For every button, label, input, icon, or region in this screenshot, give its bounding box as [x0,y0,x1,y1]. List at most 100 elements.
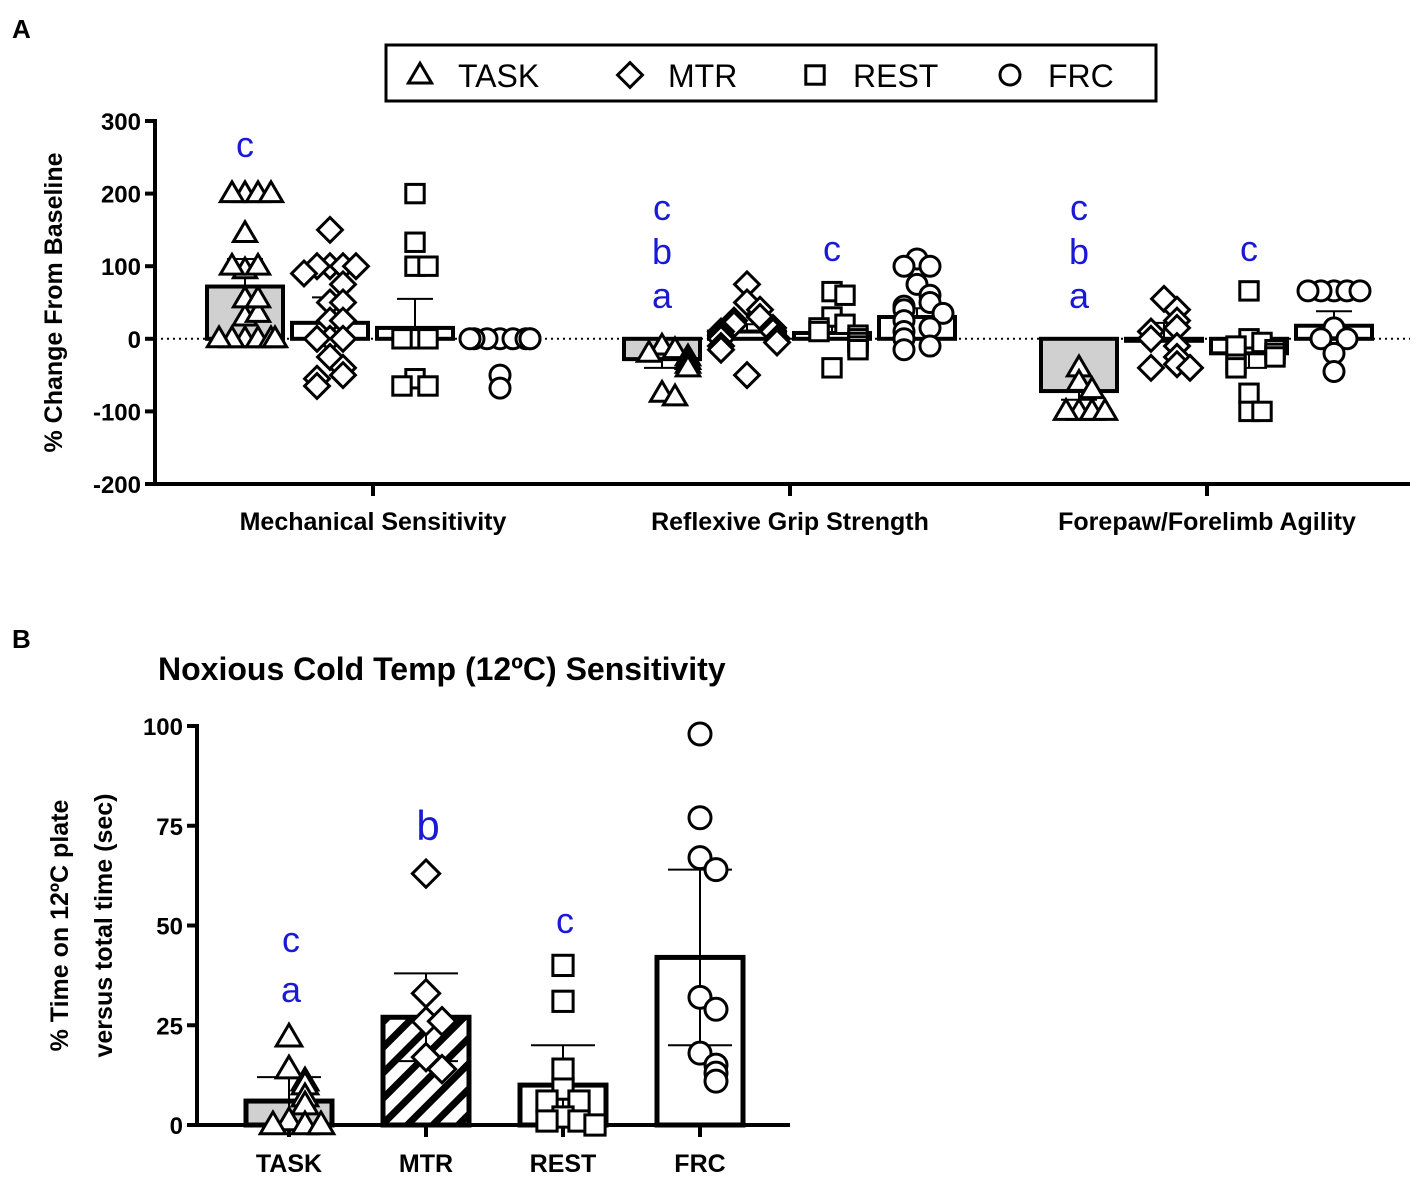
data-point [417,375,439,397]
data-point [391,375,413,397]
category-label: REST [530,1150,597,1178]
data-point [273,1021,305,1048]
data-point [417,255,439,277]
legend-triangle-icon [405,60,435,85]
data-point [821,357,843,379]
data-point [1064,367,1094,392]
data-point [302,371,332,401]
data-point [341,251,371,281]
data-point [243,284,273,309]
data-point [660,334,690,360]
data-point [417,328,439,350]
data-point [1309,327,1333,351]
y-tick-label: 200 [101,182,141,209]
data-point [1051,396,1081,421]
data-point [931,301,955,325]
data-point [410,857,442,890]
legend-diamond-icon [615,60,645,90]
y-tick-label: 50 [156,914,183,941]
data-point [551,989,575,1013]
data-point [1225,357,1247,379]
legend-frame [384,43,1158,103]
data-point [834,284,856,306]
panel-a-plot: -200 -100 0 100 200 300 % Change From Baseline… [40,109,1410,536]
significance-letter: c [236,124,254,165]
category-label: FRC [674,1150,725,1178]
y-axis-label-line2: versus total time (sec) [90,794,118,1058]
data-point [328,360,358,390]
category-label: MTR [399,1150,453,1178]
y-axis-label-line1: % Time on 12ºC plate [46,800,74,1052]
y-tick-label: -100 [93,399,141,426]
data-point [687,805,713,831]
legend-label: MTR [668,58,737,94]
data-point [732,360,762,390]
data-point [257,1109,289,1136]
data-point [703,857,729,883]
data-point [892,338,916,362]
data-point [260,324,290,349]
data-point [732,287,762,318]
significance-letter: c [1240,228,1258,269]
y-axis-label: % Change From Baseline [40,152,68,452]
y-tick-label: 100 [143,714,183,741]
data-point [1175,353,1205,383]
category-label: Forepaw/Forelimb Agility [1058,508,1356,536]
data-point [1225,335,1247,357]
data-point [302,324,332,354]
panel-b-plot: 0 25 50 75 100 % Time on 12ºC plate versus tot… [46,714,790,1178]
significance-letter: a [281,969,302,1010]
data-point [404,182,426,205]
legend-label: FRC [1048,58,1114,94]
data-point [1296,279,1320,303]
legend-circle-icon [998,63,1022,87]
significance-letter: c [282,919,300,960]
y-tick-label: 300 [101,109,141,136]
panel-a-label: A [12,14,31,44]
legend-label: TASK [458,58,539,94]
significance-letter: b [1069,231,1089,272]
data-point [204,324,234,349]
data-point [404,231,426,253]
data-point [1335,327,1359,351]
data-point [1136,353,1166,383]
data-point [305,1109,337,1136]
data-point [703,1068,729,1094]
data-point [315,215,345,245]
y-tick-label: 0 [170,1113,183,1140]
data-point [230,218,260,244]
legend: TASK MTR REST FRC [384,43,1158,103]
data-point [551,953,575,978]
data-point [1238,382,1260,404]
data-point [706,335,736,365]
legend-square-icon [804,64,826,86]
data-point [1322,359,1346,383]
significance-letter: b [652,231,672,272]
data-point [426,1005,458,1038]
category-label: TASK [256,1150,322,1178]
data-point [289,258,319,288]
y-tick-label: 25 [156,1013,183,1040]
significance-letter: c [556,900,574,941]
data-point [1090,396,1120,421]
data-point [1238,280,1260,302]
data-point [217,178,247,204]
data-point [808,320,830,343]
data-point [583,1113,607,1137]
data-point [687,721,713,747]
y-tick-label: -200 [93,472,141,499]
data-point [273,1053,305,1080]
data-point [256,178,286,204]
data-point [918,334,942,358]
data-point [1136,324,1166,354]
data-point [1264,346,1286,368]
data-point [1251,400,1273,423]
legend-label: REST [853,58,938,94]
data-point [273,1105,305,1132]
data-point [847,338,869,361]
category-label: Reflexive Grip Strength [651,508,929,536]
significance-letter: c [653,187,671,228]
data-point [328,324,358,354]
data-point [634,338,664,363]
